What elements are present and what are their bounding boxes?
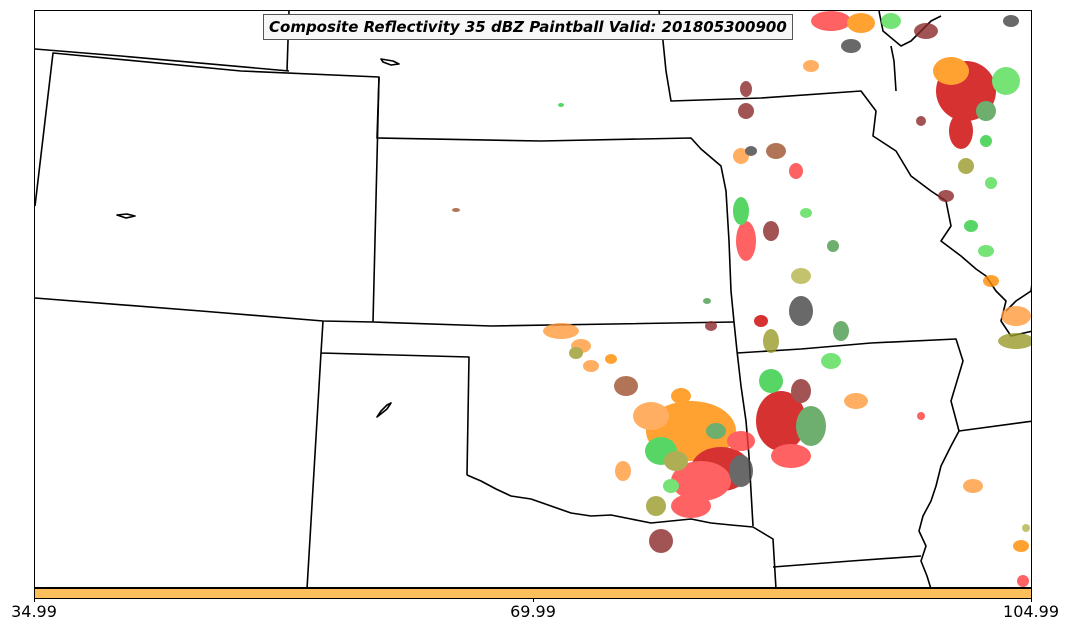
storm-cell [543, 323, 579, 339]
storm-cell [796, 406, 826, 446]
storm-cell [789, 163, 803, 179]
storm-cell [1017, 575, 1029, 587]
storm-cell [763, 221, 779, 241]
colorbar-tick-mark [533, 598, 534, 602]
storm-cell [985, 177, 997, 189]
storm-cell [671, 461, 731, 501]
colorbar-tick-mark [1031, 598, 1032, 602]
storm-cell [583, 360, 599, 372]
lake-2 [116, 213, 136, 219]
reflectivity-blobs [452, 11, 1031, 587]
storm-cell [614, 376, 638, 396]
storm-cell [827, 240, 839, 252]
storm-cell [938, 190, 954, 202]
nebraska-border [286, 11, 735, 323]
storm-cell [729, 455, 753, 487]
storm-cell [766, 143, 786, 159]
storm-cell [740, 81, 752, 97]
storm-cell [800, 208, 812, 218]
storm-cell [803, 60, 819, 72]
storm-cell [706, 423, 726, 439]
storm-cell [964, 220, 978, 232]
storm-cell [738, 103, 754, 119]
storm-cell [992, 67, 1020, 95]
storm-cell [916, 116, 926, 126]
storm-cell [844, 393, 868, 409]
storm-cell [998, 333, 1031, 349]
storm-cell [736, 221, 756, 261]
mississippi-river [918, 430, 960, 587]
red-river-border [466, 474, 777, 587]
storm-cell [1022, 524, 1030, 532]
tennessee-border [958, 420, 1031, 432]
storm-cell [933, 57, 969, 85]
storm-cell [881, 13, 901, 29]
storm-cell [558, 103, 564, 107]
storm-cell [756, 391, 806, 451]
storm-cell [949, 113, 973, 149]
dakota-border [35, 48, 290, 72]
storm-cell [754, 315, 768, 327]
colorbar-tick-mark [34, 598, 35, 602]
storm-cell [615, 461, 631, 481]
storm-cell [733, 197, 749, 225]
new-mexico-border [306, 320, 470, 587]
storm-cell [771, 444, 811, 468]
storm-cell [821, 353, 841, 369]
storm-cell [633, 402, 669, 430]
storm-cell [646, 496, 666, 516]
storm-cell [983, 275, 999, 287]
iowa-border [658, 11, 1031, 337]
illinois-border [878, 11, 1031, 312]
storm-cell [1001, 306, 1031, 326]
colorbar-tick-label-mid: 69.99 [510, 602, 556, 621]
storm-cell [980, 135, 992, 147]
wyoming-border [35, 52, 380, 323]
storm-cell [1003, 15, 1019, 27]
storm-cell [811, 11, 851, 31]
map-title: Composite Reflectivity 35 dBZ Paintball … [263, 14, 793, 40]
storm-cell [663, 479, 679, 493]
storm-cell [841, 39, 861, 53]
storm-cell [452, 208, 460, 212]
storm-cell [914, 23, 938, 39]
state-borders [35, 11, 1031, 587]
storm-cell [605, 354, 617, 364]
arkansas-border [736, 338, 964, 432]
storm-cell [727, 431, 755, 451]
storm-cell [703, 298, 711, 304]
storm-cell [847, 13, 875, 33]
lake-3 [376, 402, 392, 418]
storm-cell [569, 347, 583, 359]
storm-cell [1013, 540, 1029, 552]
storm-cell [705, 321, 717, 331]
storm-cell [791, 268, 811, 284]
storm-cell [671, 494, 711, 518]
map-panel [34, 10, 1032, 588]
storm-cell [958, 158, 974, 174]
storm-cell [917, 412, 925, 420]
storm-cell [763, 329, 779, 353]
lake-1 [380, 58, 400, 66]
colorado-kansas-border [35, 297, 735, 327]
storm-cell [733, 148, 749, 164]
colorbar-tick-label-min: 34.99 [11, 602, 57, 621]
colorbar-tick-label-max: 104.99 [1003, 602, 1059, 621]
storm-cell [963, 479, 983, 493]
storm-cell [978, 245, 994, 257]
storm-cell [664, 451, 688, 471]
storm-cell [833, 321, 849, 341]
louisiana-border [772, 555, 922, 568]
storm-cell [745, 146, 757, 156]
storm-cell [649, 529, 673, 553]
storm-cell [759, 369, 783, 393]
storm-cell [791, 379, 811, 403]
storm-cell [671, 388, 691, 404]
storm-cell [976, 101, 996, 121]
map-canvas [35, 11, 1031, 587]
storm-cell [789, 296, 813, 326]
